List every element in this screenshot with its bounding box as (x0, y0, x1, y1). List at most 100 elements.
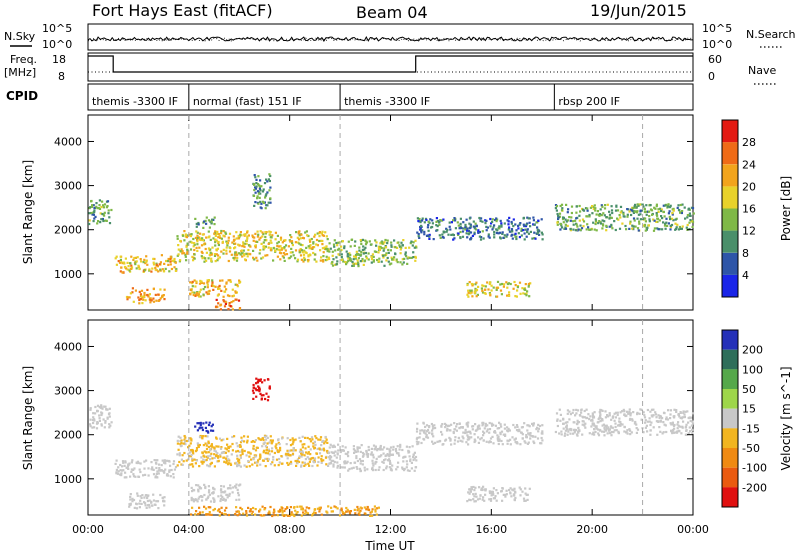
echo-cell (256, 190, 260, 193)
echo-cell (677, 424, 680, 427)
echo-cell (226, 496, 229, 499)
echo-cell (336, 461, 339, 464)
echo-cell (196, 500, 199, 503)
echo-cell (241, 255, 244, 258)
echo-cell (117, 470, 120, 473)
echo-cell (431, 222, 434, 225)
echo-cell (162, 500, 165, 503)
echo-cell (195, 292, 199, 295)
echo-cell (101, 407, 104, 410)
echo-cell (189, 455, 192, 458)
cpid-segment-label: rbsp 200 IF (558, 95, 620, 108)
echo-cell (511, 237, 514, 240)
echo-cell (200, 456, 203, 459)
echo-cell (689, 419, 692, 423)
echo-cell (108, 407, 111, 410)
echo-cell (299, 448, 302, 451)
echo-cell (201, 495, 204, 498)
echo-cell (204, 459, 207, 462)
y-tick-label: 3000 (54, 180, 82, 193)
echo-cell (396, 445, 399, 448)
echo-cell (409, 458, 412, 461)
echo-cell (495, 288, 498, 291)
echo-cell (395, 258, 398, 261)
echo-cell (366, 506, 369, 509)
echo-cell (522, 223, 525, 226)
echo-cell (219, 489, 223, 492)
echo-cell (667, 203, 670, 206)
echo-cell (336, 464, 339, 467)
echo-cell (254, 449, 258, 452)
echo-cell (196, 240, 199, 243)
echo-cell (205, 216, 208, 219)
echo-cell (608, 412, 611, 415)
echo-cell (210, 513, 213, 516)
echo-cell (372, 464, 375, 467)
echo-cell (393, 239, 396, 242)
echo-cell (279, 238, 283, 241)
echo-cell (576, 225, 579, 228)
echo-cell (420, 231, 423, 234)
echo-cell (234, 462, 237, 465)
echo-cell (219, 279, 222, 282)
echo-cell (191, 457, 194, 460)
echo-cell (142, 261, 145, 264)
echo-cell (261, 505, 264, 508)
echo-cell (669, 409, 672, 412)
echo-cell (207, 257, 210, 260)
echo-cell (656, 217, 659, 220)
echo-cell (420, 229, 423, 232)
echo-cell (354, 512, 357, 515)
echo-cell (601, 409, 604, 412)
echo-cell (383, 241, 386, 244)
echo-cell (412, 241, 415, 244)
echo-cell (581, 218, 585, 221)
echo-cell (488, 236, 491, 239)
echo-cell (431, 432, 434, 435)
echo-cell (607, 426, 610, 429)
echo-cell (236, 257, 239, 260)
echo-cell (140, 260, 143, 263)
echo-cell (217, 456, 220, 459)
echo-cell (354, 257, 357, 260)
echo-cell (279, 449, 282, 452)
echo-cell (307, 254, 310, 257)
echo-cell (237, 510, 240, 513)
echo-cell (482, 439, 485, 442)
echo-cell (227, 458, 230, 461)
echo-cell (600, 204, 603, 207)
echo-cell (574, 219, 577, 222)
echo-cell (191, 451, 194, 454)
echo-cell (402, 239, 405, 242)
echo-cell (337, 443, 340, 446)
echo-cell (353, 461, 356, 464)
echo-cell (217, 286, 220, 289)
echo-cell (346, 460, 349, 463)
echo-cell (207, 292, 211, 295)
echo-cell (300, 508, 303, 511)
echo-cell (89, 423, 92, 426)
echo-cell (518, 223, 521, 226)
echo-cell (134, 263, 137, 266)
echo-cell (196, 249, 199, 252)
echo-cell (185, 459, 188, 462)
echo-cell (469, 231, 473, 234)
echo-cell (603, 214, 606, 217)
echo-cell (180, 439, 183, 442)
echo-cell (331, 250, 334, 253)
echo-cell (646, 408, 649, 412)
echo-cell (331, 264, 335, 267)
echo-cell (457, 233, 460, 236)
echo-cell (521, 426, 524, 429)
echo-cell (358, 249, 361, 252)
echo-cell (425, 434, 428, 437)
echo-cell (141, 494, 144, 497)
echo-cell (336, 260, 339, 263)
echo-cell (299, 505, 302, 508)
echo-cell (350, 467, 353, 470)
echo-cell (379, 245, 382, 248)
echo-cell (499, 423, 502, 426)
echo-cell (614, 209, 618, 212)
echo-cell (514, 223, 517, 226)
echo-cell (478, 216, 481, 220)
